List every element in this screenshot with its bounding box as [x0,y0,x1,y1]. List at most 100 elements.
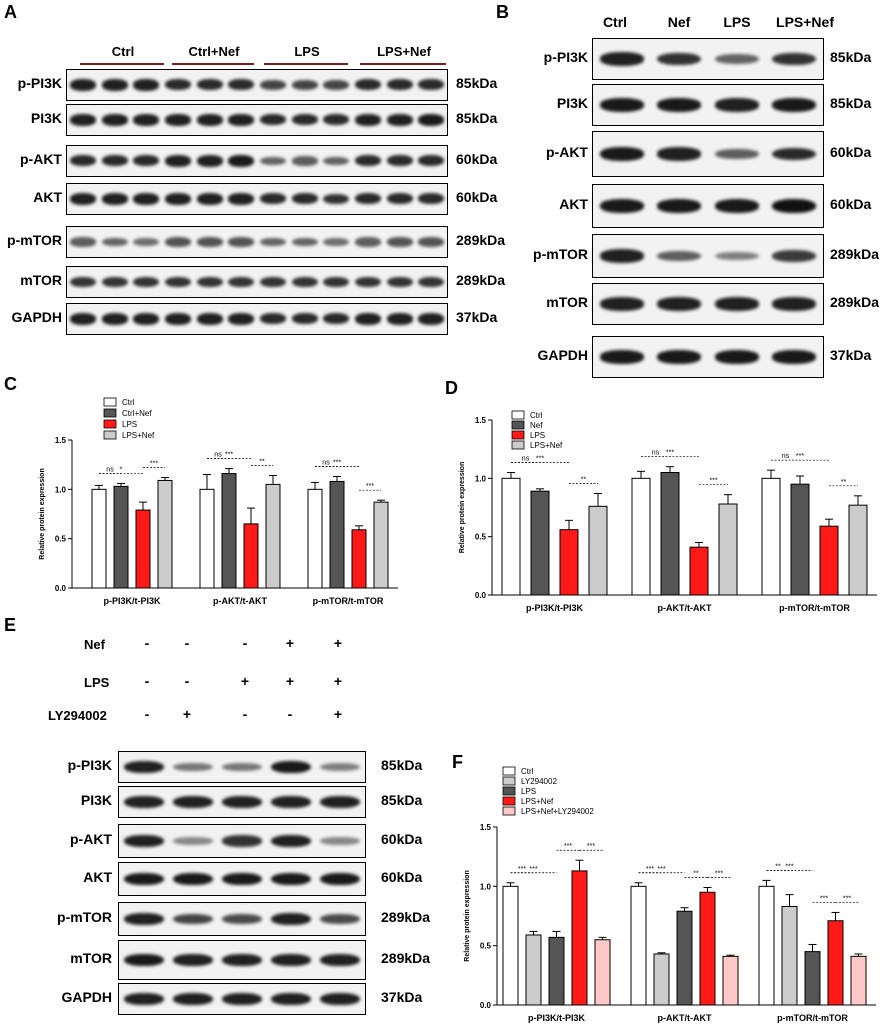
bar [199,488,215,589]
protein-label: GAPDH [61,989,112,1005]
blot-strip [66,183,448,215]
blot-band [259,79,286,90]
legend-swatch [502,806,516,816]
blot-band [599,249,644,263]
bar [848,504,868,596]
blot-band [418,114,445,126]
blot-band [418,79,445,91]
blot-band [418,193,445,205]
bar [307,488,323,589]
bar [850,955,867,1006]
significance-label: *** [150,460,158,467]
blot-band [354,79,381,91]
blot-band [386,313,413,325]
legend-swatch [103,408,117,418]
blot-band [714,350,759,364]
panel-c-bar-chart: 0.0 0.5 1.0 1.5 Relative protein expression C… [39,397,398,606]
condition-sign: - [242,706,248,722]
bar [699,891,716,1006]
panel-f-bar-chart: 0.0 0.5 1.0 1.5 Relative protein expression C… [464,766,876,1023]
x-tick-label: p-PI3K/t-PI3K [526,603,584,613]
condition-sign: - [144,673,150,689]
blot-band [69,114,96,126]
blot-band [69,276,96,288]
panel-label-e: E [4,615,17,635]
blot-band [323,237,350,247]
blot-band [271,834,312,848]
significance-label: *** [646,866,654,873]
blot-band [196,79,223,91]
bar [265,483,281,589]
blot-band [259,237,286,247]
legend-swatch [103,430,117,440]
blot-band [69,237,96,247]
bar [373,501,389,589]
kda-label: 85kDa [456,110,498,126]
condition-sign: + [333,706,343,722]
blot-band [354,313,381,325]
blot-strip [592,184,824,228]
protein-label: p-mTOR [7,232,62,248]
panel-d-bar-chart: 0.0 0.5 1.0 1.5 Relative protein expression C… [459,410,877,613]
blot-band [271,912,312,926]
blot-band [657,147,702,161]
significance-label: *** [333,460,341,467]
blot-band [271,992,312,1006]
blot-band [714,297,759,311]
significance-label: *** [785,863,793,870]
bar [351,529,367,589]
blot-strip [118,751,366,783]
bar [243,523,259,589]
legend-swatch [511,410,525,420]
kda-label: 60kDa [830,144,872,160]
blot-band [172,762,213,772]
kda-label: 85kDa [830,95,872,111]
blot-band [196,276,223,288]
bar [827,920,844,1006]
kda-label: 37kDa [456,309,498,325]
blot-band [418,237,445,247]
blot-band [101,313,128,325]
blot-band [772,147,817,161]
significance-label: ns [522,456,530,463]
bar [594,939,611,1006]
x-tick-label: p-PI3K/t-PI3K [103,596,161,606]
blot-band [172,837,213,845]
protein-label: PI3K [30,110,62,126]
blot-band [271,953,312,967]
legend-swatch [502,766,516,776]
panel-label-b: B [496,2,509,22]
bar [329,480,345,589]
blot-band [657,297,702,311]
lane-label: LPS [723,14,751,30]
bar [571,870,588,1006]
legend-label: LPS [122,420,137,429]
blot-band [418,276,445,288]
blot-band [599,147,644,161]
group-underline [360,63,446,65]
blot-band [291,193,318,205]
blot-strip [66,303,448,335]
blot-band [196,237,223,247]
blot-band [133,114,160,126]
blot-strip [66,69,448,101]
blot-band [228,237,255,247]
blot-band [222,762,262,772]
kda-label: 85kDa [830,49,872,65]
blot-band [123,953,164,967]
blot-band [123,912,164,926]
blot-band [714,251,759,261]
blot-band [101,237,128,247]
significance-label: ** [841,479,847,486]
y-tick-label: 0.0 [475,591,487,600]
legend-label: Ctrl [122,398,135,407]
legend-label: Nef [530,421,543,430]
blot-strip [118,862,366,896]
legend-swatch [511,440,525,450]
y-tick-label: 0.5 [55,535,67,544]
blot-band [69,193,96,205]
blot-band [657,52,702,66]
blot-band [323,79,350,90]
blot-band [291,156,318,166]
bar [758,885,775,1006]
